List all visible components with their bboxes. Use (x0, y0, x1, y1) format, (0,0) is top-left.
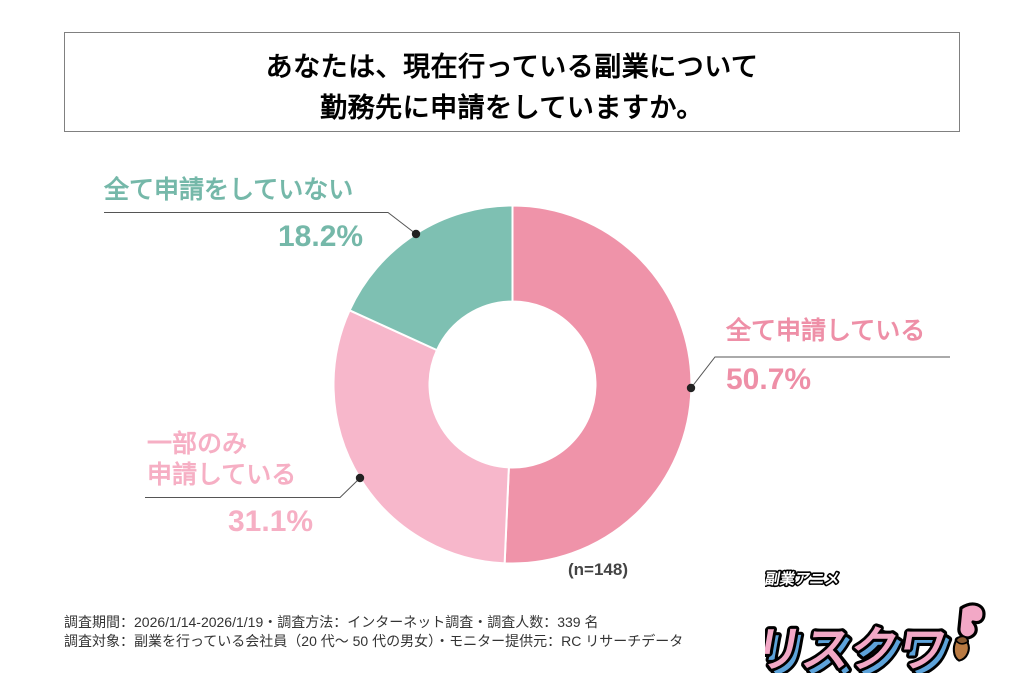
svg-text:リスクワ: リスクワ (765, 623, 951, 673)
svg-text:副業アニメ: 副業アニメ (765, 570, 841, 588)
